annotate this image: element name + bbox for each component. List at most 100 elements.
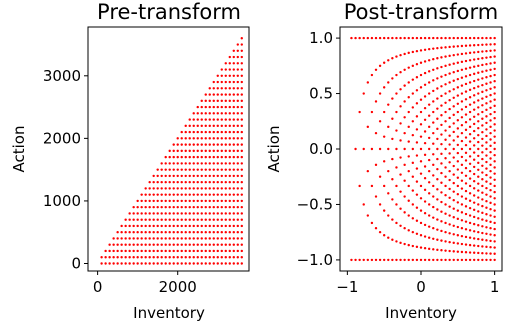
post-transform-point [468,199,472,202]
post-transform-point [456,168,460,171]
pre-transform-point [100,256,103,259]
post-transform-point [481,231,484,235]
post-transform-point [362,36,365,40]
post-transform-point [477,140,480,144]
post-transform-point [374,68,378,71]
post-transform-point [472,237,476,240]
post-transform-point [436,117,439,120]
pre-transform-point [156,237,159,240]
pre-transform-point [196,118,199,121]
post-transform-point [411,50,415,54]
pre-transform-point [232,143,235,146]
pre-transform-point [104,262,107,265]
pre-transform-point [156,180,159,184]
post-transform-x-ticks: −1 0 1 [336,271,499,296]
pre-transform-point [188,187,191,190]
pre-transform-point [188,218,191,221]
pre-transform-point [220,149,223,153]
post-transform-point [415,102,419,105]
post-transform-point [411,78,415,81]
post-transform-title: Post-transform [344,0,498,24]
post-transform-point [477,230,480,234]
pre-transform-point [208,105,211,109]
pre-transform-point [204,262,207,265]
post-transform-point [460,139,464,143]
pre-transform-point [232,262,235,265]
pre-transform-point [156,224,159,228]
post-transform-point [468,51,472,55]
pre-transform-point [192,137,195,140]
post-transform-point [411,147,415,151]
pre-transform-point [112,256,115,259]
post-transform-point [448,152,451,155]
post-transform-point [493,86,496,89]
pre-transform-y-tick-label: 2000 [43,129,81,147]
pre-transform-point [152,180,155,184]
post-transform-point [472,158,476,161]
post-transform-point [456,242,460,245]
post-transform-point [456,176,460,179]
pre-transform-point [204,205,207,209]
pre-transform-point [180,243,183,246]
post-transform-point [468,221,472,225]
post-transform-point [436,208,439,211]
pre-transform-point [180,205,183,209]
post-transform-point [493,147,496,151]
pre-transform-point [236,231,239,234]
post-transform-point [419,197,423,200]
post-transform-point [444,212,447,215]
post-transform-point [485,69,488,72]
pre-transform-point [204,256,207,259]
pre-transform-point [196,205,199,209]
post-transform-point [464,98,468,101]
post-transform-point [436,157,439,161]
pre-transform-point [212,130,215,134]
post-transform-point [456,45,460,48]
pre-transform-point [196,199,199,203]
pre-transform-point [220,137,223,140]
post-transform-point [362,92,365,95]
pre-transform-point [240,137,243,140]
post-transform-point [489,112,492,116]
pre-transform-point [220,99,223,103]
pre-transform-point [160,224,163,228]
post-transform-point [415,232,419,236]
pre-transform-point [208,262,211,265]
post-transform-point [444,175,447,178]
pre-transform-point [120,249,123,253]
pre-transform-point [192,130,195,134]
post-transform-point [387,125,390,129]
post-transform-point [436,228,439,231]
pre-transform-point [216,168,219,171]
post-transform-point [460,227,464,230]
pre-transform-point [208,137,211,140]
pre-transform-point [176,143,179,146]
post-transform-point [423,130,427,133]
pre-transform-point [156,187,159,190]
post-transform-point [477,50,480,54]
pre-transform-point [216,180,219,184]
post-transform-point [374,227,378,230]
post-transform-point [374,258,378,262]
pre-transform-point [208,212,211,215]
pre-transform-point [220,199,223,203]
post-transform-point [407,169,410,173]
pre-transform-point [224,162,227,165]
pre-transform-point [204,155,207,159]
post-transform-point [460,242,464,246]
pre-transform-point [196,174,199,178]
pre-transform-point [160,199,163,203]
pre-transform-point [228,199,231,203]
pre-transform-point [176,243,179,246]
post-transform-point [423,60,427,63]
pre-transform-point [148,224,151,228]
pre-transform-point [172,231,175,234]
pre-transform-point [208,256,211,259]
pre-transform-point [216,262,219,265]
pre-transform-point [164,187,167,190]
pre-transform-point [196,218,199,221]
post-transform-point [460,203,464,206]
post-transform-point [472,194,476,197]
pre-transform-point [152,237,155,240]
post-transform-point [456,234,460,237]
